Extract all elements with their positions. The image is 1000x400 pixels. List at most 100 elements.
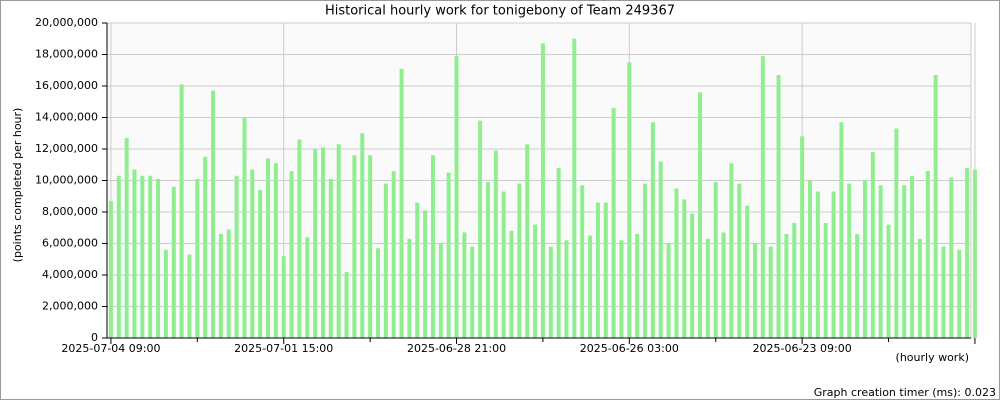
bar: [116, 175, 121, 338]
bar: [108, 200, 113, 338]
bar: [784, 234, 789, 338]
y-tick-label: 0: [91, 331, 98, 344]
x-tick-label: 2025-07-04 09:00: [61, 342, 160, 355]
bar: [525, 144, 530, 338]
bar: [933, 74, 938, 338]
bar: [336, 144, 341, 338]
bar: [446, 172, 451, 338]
bar: [383, 183, 388, 338]
bar: [737, 183, 742, 338]
x-tick-label: 2025-06-28 21:00: [407, 342, 506, 355]
bar: [430, 155, 435, 338]
bar: [407, 238, 412, 338]
bar: [478, 120, 483, 339]
x-tick-label: 2025-07-01 15:00: [234, 342, 333, 355]
bar: [682, 199, 687, 338]
bar: [564, 240, 569, 338]
bar: [485, 182, 490, 338]
bar: [910, 175, 915, 338]
bar: [588, 235, 593, 338]
bar: [556, 167, 561, 338]
bar: [807, 180, 812, 338]
bar: [462, 232, 467, 338]
bar: [729, 163, 734, 338]
bar: [360, 133, 365, 338]
bar: [862, 180, 867, 338]
bar: [941, 246, 946, 338]
bar: [674, 188, 679, 338]
y-axis-label: (points completed per hour): [11, 108, 24, 263]
bar: [297, 139, 302, 338]
bar: [705, 238, 710, 338]
bar: [815, 191, 820, 338]
bar: [289, 171, 294, 338]
bar: [902, 185, 907, 338]
bar: [399, 68, 404, 339]
bar: [391, 171, 396, 338]
bar: [965, 167, 970, 338]
bar: [352, 155, 357, 338]
bar: [635, 234, 640, 338]
bar: [721, 232, 726, 338]
bar: [328, 178, 333, 338]
bar: [266, 158, 271, 338]
bar: [957, 249, 962, 338]
bar: [855, 234, 860, 338]
bar: [156, 178, 161, 338]
bar: [847, 183, 852, 338]
x-axis-label: (hourly work): [896, 351, 969, 364]
bar: [666, 243, 671, 338]
bar: [580, 185, 585, 338]
bar: [509, 230, 514, 338]
bar: [132, 169, 137, 338]
bar: [195, 178, 200, 338]
bar: [925, 171, 930, 338]
y-tick-label: 18,000,000: [35, 48, 98, 61]
bar: [415, 202, 420, 338]
bar: [572, 38, 577, 338]
bar: [643, 183, 648, 338]
bar: [179, 84, 184, 338]
bar: [768, 246, 773, 338]
bar: [124, 137, 129, 338]
bar: [258, 189, 263, 338]
bar: [438, 243, 443, 338]
y-tick-label: 2,000,000: [42, 300, 98, 313]
bar: [595, 202, 600, 338]
bar: [619, 240, 624, 338]
bar: [250, 169, 255, 338]
bar: [917, 238, 922, 338]
bar: [501, 191, 506, 338]
bar: [548, 246, 553, 338]
bar: [698, 92, 703, 338]
bar: [140, 175, 145, 338]
bar: [517, 183, 522, 338]
bar: [831, 191, 836, 338]
bar: [375, 248, 380, 338]
bar: [493, 150, 498, 338]
bar: [171, 186, 176, 338]
bar: [533, 224, 538, 338]
bar: [878, 185, 883, 338]
y-tick-label: 4,000,000: [42, 268, 98, 281]
bar: [713, 182, 718, 338]
bar: [690, 213, 695, 338]
y-tick-label: 8,000,000: [42, 205, 98, 218]
bar: [886, 224, 891, 338]
bar: [760, 56, 765, 338]
y-tick-label: 20,000,000: [35, 16, 98, 29]
bar: [273, 163, 278, 338]
bar: [423, 210, 428, 338]
y-tick-label: 6,000,000: [42, 237, 98, 250]
bar: [218, 234, 223, 338]
y-tick-label: 10,000,000: [35, 174, 98, 187]
bar: [163, 249, 168, 338]
y-tick-label: 16,000,000: [35, 79, 98, 92]
bar: [776, 74, 781, 338]
bar: [650, 122, 655, 338]
bar: [321, 147, 325, 338]
bar: [753, 243, 757, 338]
bar: [211, 90, 216, 338]
x-tick-label: 2025-06-26 03:00: [580, 342, 679, 355]
